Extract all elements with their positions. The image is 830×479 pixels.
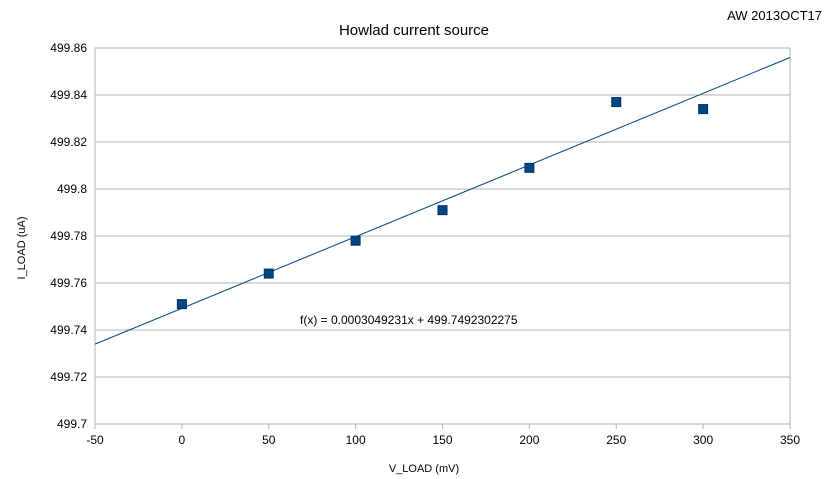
corner-note: AW 2013OCT17 xyxy=(727,8,822,23)
x-tick-label: 300 xyxy=(693,433,713,447)
data-point xyxy=(524,162,535,173)
y-tick-label: 499.82 xyxy=(50,135,87,149)
data-point xyxy=(176,299,187,310)
data-point xyxy=(698,104,709,115)
trendline-equation: f(x) = 0.0003049231x + 499.7492302275 xyxy=(300,313,518,327)
x-tick-label: 200 xyxy=(519,433,539,447)
trendline xyxy=(94,57,791,345)
x-axis-title: V_LOAD (mV) xyxy=(389,463,459,475)
x-tick-label: -50 xyxy=(86,433,104,447)
plot-area-frame xyxy=(94,47,791,425)
chart-title: Howlad current source xyxy=(339,22,489,39)
y-tick-label: 499.72 xyxy=(50,370,87,384)
data-point xyxy=(263,268,274,279)
y-tick-label: 499.86 xyxy=(50,41,87,55)
x-tick-label: 50 xyxy=(262,433,276,447)
x-tick-label: 100 xyxy=(346,433,366,447)
x-tick-label: 350 xyxy=(780,433,800,447)
data-point xyxy=(611,97,622,108)
x-tick-label: 250 xyxy=(606,433,626,447)
y-tick-label: 499.84 xyxy=(50,88,87,102)
y-tick-label: 499.76 xyxy=(50,276,87,290)
y-tick-labels: 499.7 499.72 499.74 499.76 499.78 499.8 499.82… xyxy=(50,41,87,431)
gridlines xyxy=(94,47,791,429)
x-tick-labels: -50 0 50 100 150 200 250 300 350 xyxy=(86,433,800,447)
y-tick-label: 499.7 xyxy=(57,417,87,431)
data-points xyxy=(176,97,709,310)
y-axis-title: I_LOAD (uA) xyxy=(16,217,28,280)
y-tick-label: 499.78 xyxy=(50,229,87,243)
x-tick-label: 150 xyxy=(432,433,452,447)
y-tick-label: 499.8 xyxy=(57,182,87,196)
data-point xyxy=(350,235,361,246)
data-point xyxy=(437,205,448,216)
x-tick-label: 0 xyxy=(179,433,186,447)
y-tick-label: 499.74 xyxy=(50,323,87,337)
